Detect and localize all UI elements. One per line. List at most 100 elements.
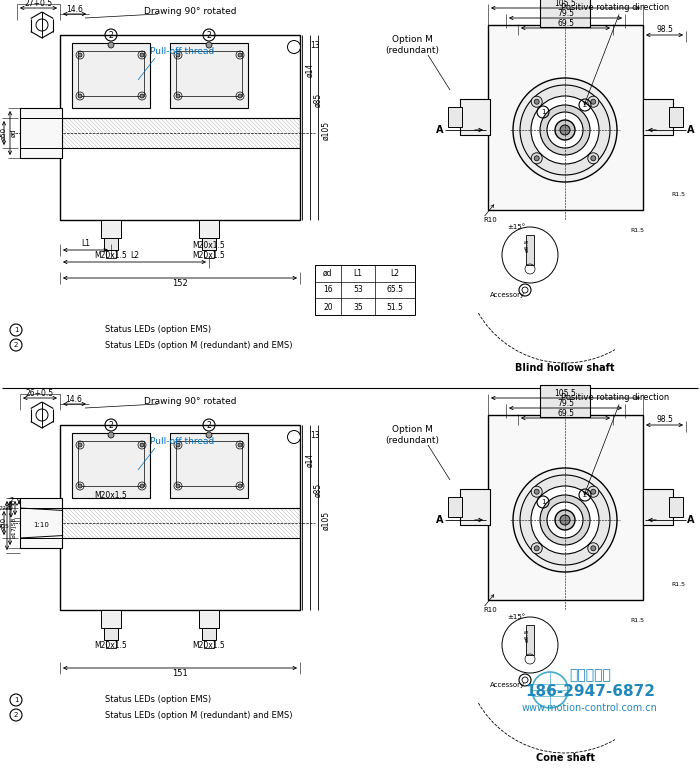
Bar (669, 497, 683, 517)
Text: Cone shaft: Cone shaft (536, 753, 594, 763)
Text: M20x1.5: M20x1.5 (193, 240, 225, 250)
Bar (20, 108, 62, 158)
Text: R1.5: R1.5 (671, 583, 685, 587)
Text: Pull-off thread: Pull-off thread (150, 48, 214, 56)
Text: A: A (687, 125, 694, 135)
Text: 79.5: 79.5 (557, 9, 574, 17)
Circle shape (534, 546, 539, 550)
Bar (60, 425, 300, 610)
Circle shape (560, 515, 570, 525)
Text: 2: 2 (10, 497, 14, 503)
Circle shape (540, 495, 590, 545)
Circle shape (206, 432, 212, 438)
Bar (540, 0, 590, 27)
Circle shape (591, 546, 596, 550)
Text: ø85: ø85 (314, 483, 323, 497)
Text: 53: 53 (353, 286, 363, 294)
Circle shape (534, 489, 539, 494)
Bar (176, 51, 242, 96)
Text: www.motion-control.com.cn: www.motion-control.com.cn (522, 703, 658, 713)
Circle shape (238, 94, 242, 98)
Text: L2: L2 (391, 269, 400, 277)
Text: 1: 1 (540, 499, 545, 505)
Text: 26+0.5: 26+0.5 (26, 388, 54, 398)
Text: Blind hollow shaft: Blind hollow shaft (515, 363, 615, 373)
Text: ø6.5: ø6.5 (524, 628, 529, 642)
Bar (199, 220, 219, 238)
Circle shape (588, 153, 598, 164)
Text: 14.6: 14.6 (66, 395, 83, 405)
Text: 2: 2 (14, 712, 18, 718)
Text: Positive rotating direction: Positive rotating direction (561, 3, 669, 13)
Bar (488, 25, 643, 210)
Bar (204, 640, 214, 648)
Bar (460, 99, 490, 135)
Circle shape (588, 543, 598, 554)
Text: M20x1.5: M20x1.5 (94, 640, 127, 650)
Text: 2: 2 (108, 31, 113, 39)
Text: 69.5: 69.5 (557, 409, 574, 417)
Text: ød: ød (323, 269, 332, 277)
Text: 1:10: 1:10 (33, 522, 49, 528)
Text: Accessory: Accessory (489, 682, 524, 688)
Circle shape (531, 96, 542, 107)
Text: 20: 20 (5, 505, 13, 511)
Circle shape (288, 431, 300, 443)
Text: 13: 13 (310, 431, 320, 439)
Text: 98.5: 98.5 (656, 26, 673, 34)
Bar (78, 51, 144, 96)
Circle shape (502, 617, 558, 673)
Circle shape (547, 502, 583, 538)
Bar (106, 640, 116, 648)
Bar (643, 99, 673, 135)
Text: Drawing 90° rotated: Drawing 90° rotated (144, 8, 237, 16)
Text: Option M
(redundant): Option M (redundant) (385, 35, 439, 55)
Bar (643, 489, 673, 525)
Circle shape (176, 53, 180, 57)
Text: ø17JS8: ø17JS8 (11, 516, 17, 538)
Circle shape (78, 53, 82, 57)
Text: ø85: ø85 (314, 93, 323, 107)
Text: L2: L2 (130, 251, 139, 261)
Text: ±15°: ±15° (507, 614, 525, 620)
Bar (104, 628, 118, 640)
Circle shape (591, 99, 596, 104)
Text: ø105: ø105 (321, 121, 330, 139)
Circle shape (591, 156, 596, 161)
Text: 186-2947-6872: 186-2947-6872 (525, 684, 655, 699)
Text: R10: R10 (483, 217, 497, 223)
Text: 1: 1 (14, 697, 18, 703)
Bar (176, 441, 242, 486)
Text: Option M
(redundant): Option M (redundant) (385, 425, 439, 445)
Circle shape (555, 510, 575, 530)
Text: M20x1.5: M20x1.5 (193, 640, 225, 650)
Text: 2: 2 (14, 342, 18, 348)
Text: M20x1.5: M20x1.5 (94, 490, 127, 500)
Text: Status LEDs (option EMS): Status LEDs (option EMS) (105, 326, 211, 334)
Circle shape (591, 489, 596, 494)
Bar (106, 250, 116, 258)
Text: 2: 2 (583, 102, 587, 108)
Text: 51.5: 51.5 (386, 302, 403, 312)
Circle shape (560, 125, 570, 135)
Circle shape (534, 99, 539, 104)
Bar (448, 497, 462, 517)
Text: 1: 1 (540, 109, 545, 115)
Circle shape (555, 120, 575, 140)
Text: 2: 2 (206, 420, 211, 430)
Circle shape (238, 443, 242, 447)
Circle shape (502, 227, 558, 283)
Circle shape (520, 85, 610, 175)
Circle shape (531, 486, 599, 554)
Bar (526, 625, 534, 655)
Circle shape (238, 53, 242, 57)
Text: 98.5: 98.5 (656, 416, 673, 424)
Circle shape (78, 484, 82, 488)
Bar (202, 628, 216, 640)
Text: ø14: ø14 (305, 63, 314, 77)
Bar (104, 238, 118, 250)
Circle shape (531, 543, 542, 554)
Text: R10: R10 (483, 607, 497, 613)
Circle shape (108, 432, 114, 438)
Bar (101, 610, 121, 628)
